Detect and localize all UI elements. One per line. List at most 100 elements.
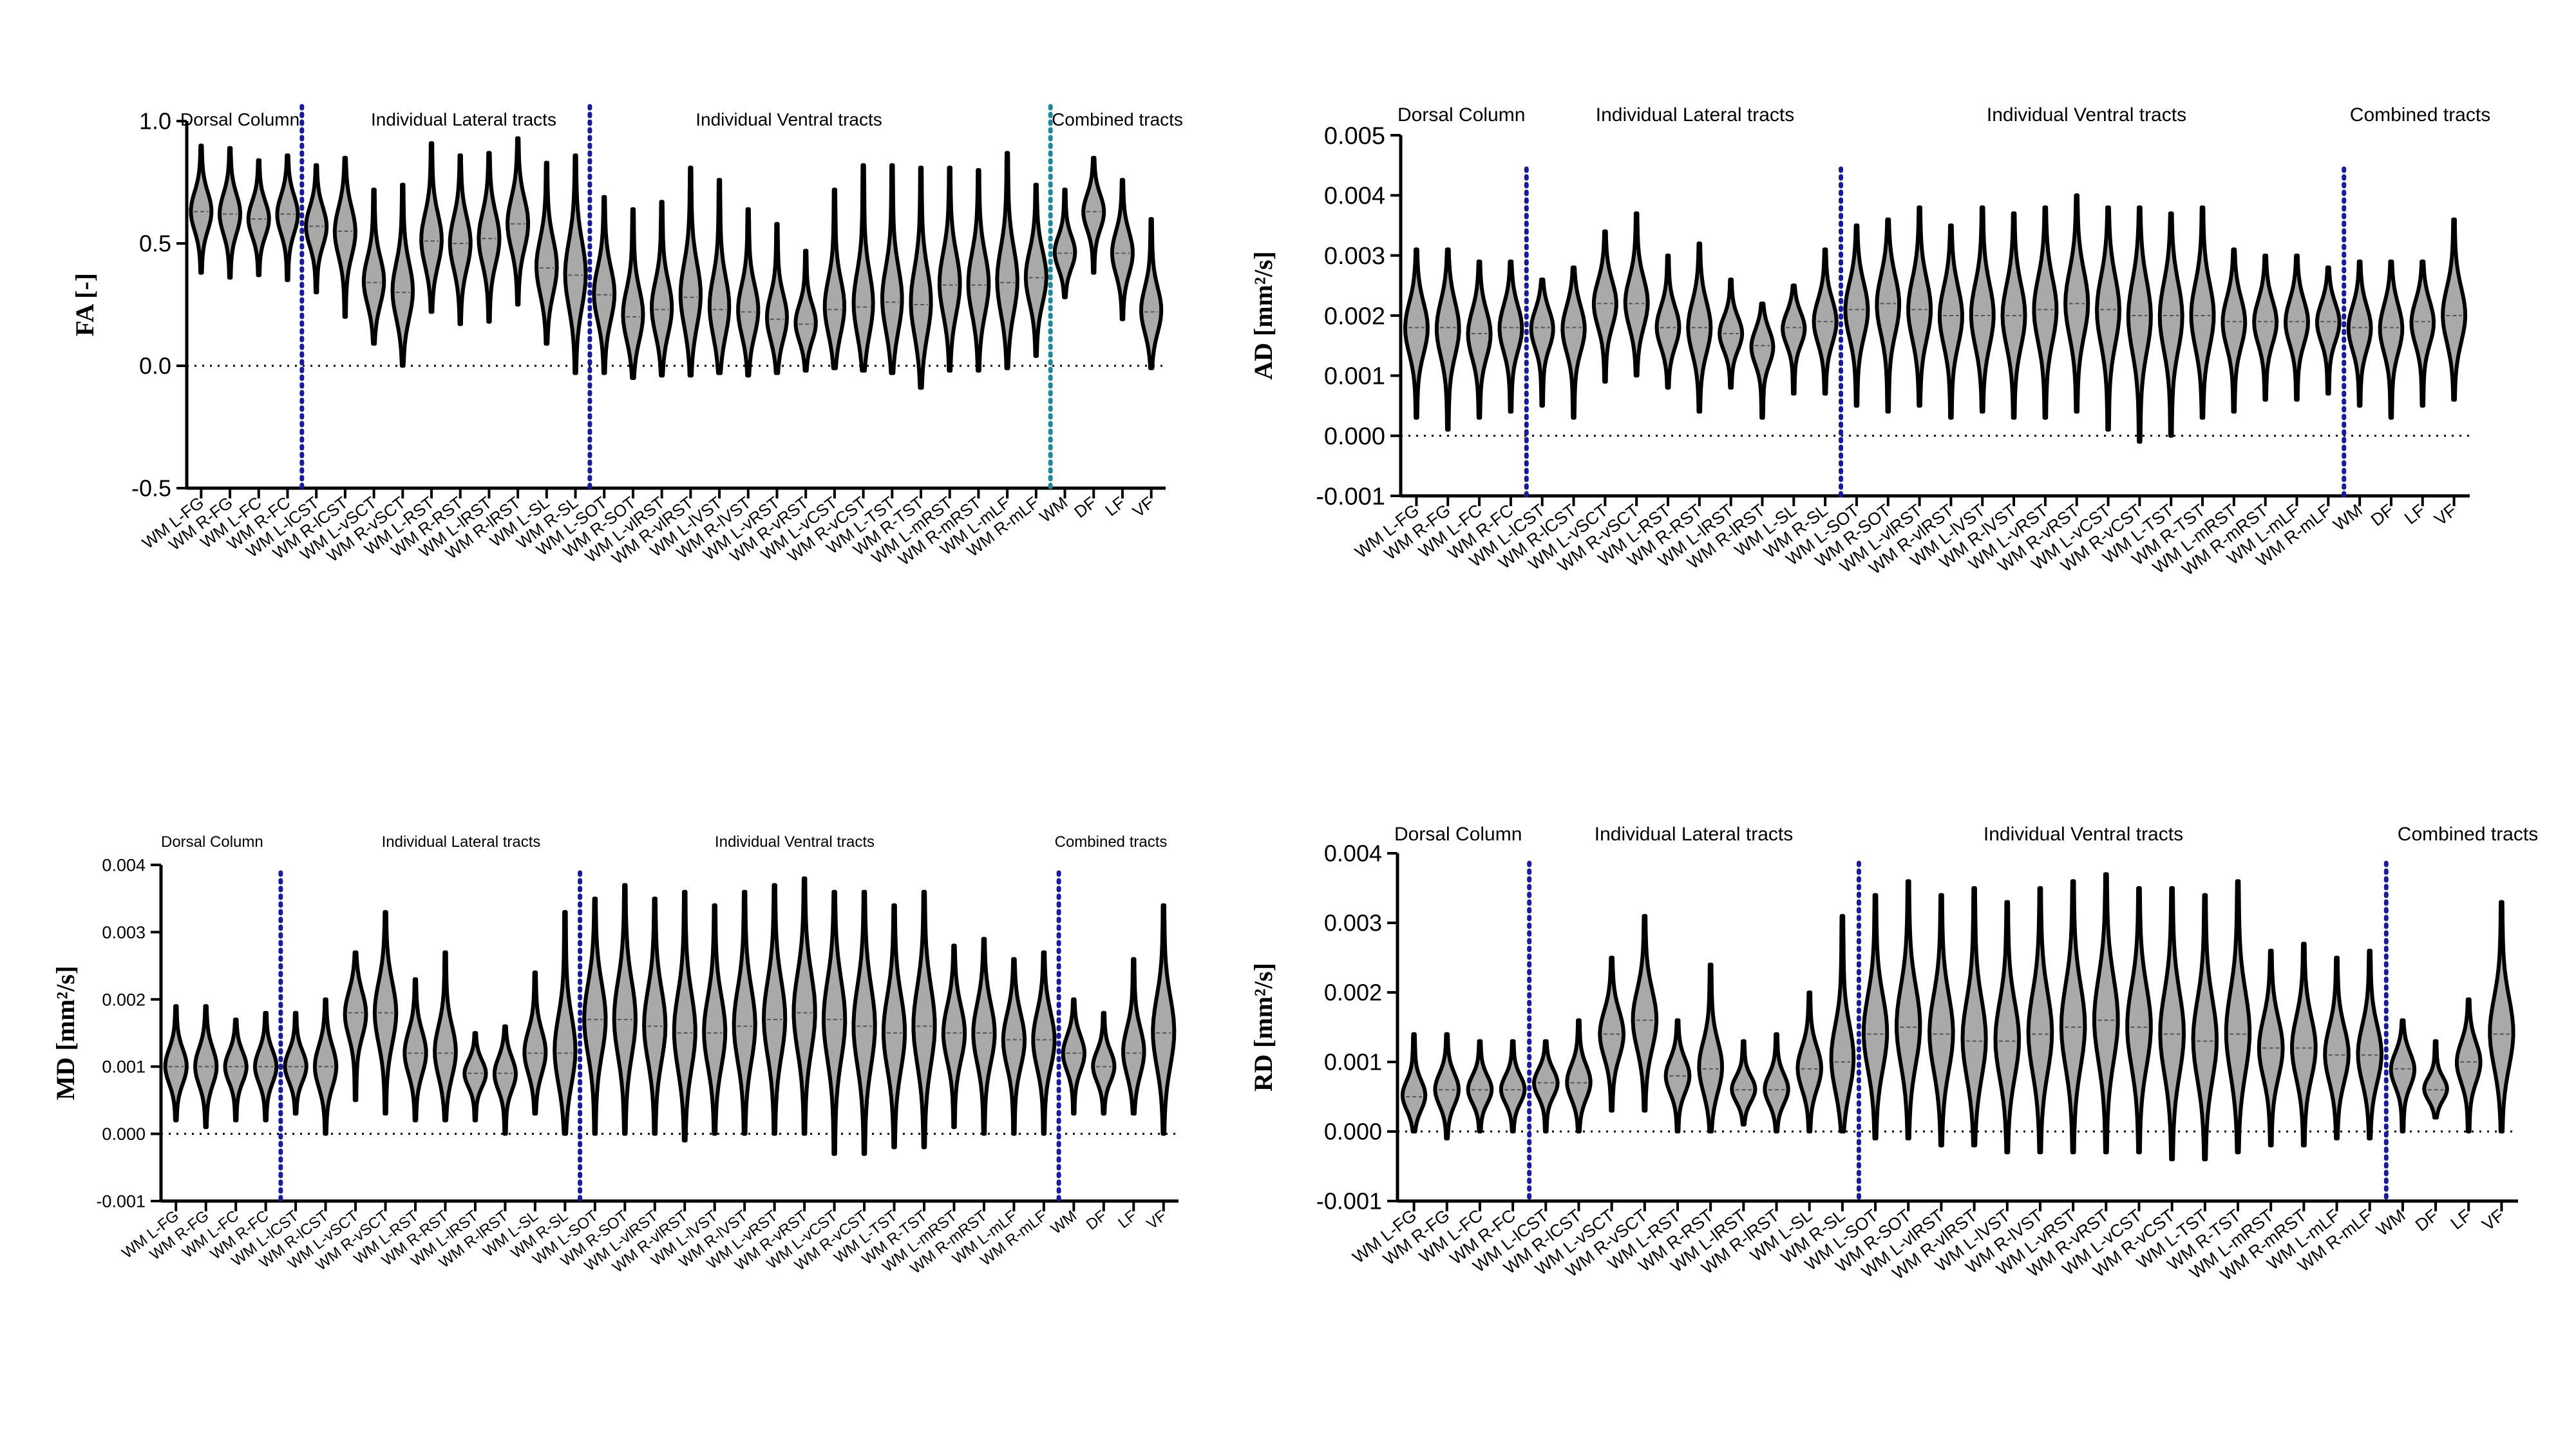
group-title: Dorsal Column — [161, 833, 263, 851]
y-tick-label: 0.0 — [139, 353, 171, 379]
violin — [1403, 247, 1430, 420]
x-category-label: VF — [1144, 1207, 1170, 1233]
group-title: Dorsal Column — [1397, 104, 1525, 126]
y-tick-label: 0.000 — [1324, 1119, 1382, 1145]
violin — [1623, 211, 1650, 378]
y-tick-label: 0.001 — [1324, 363, 1385, 390]
y-tick-label: 0.004 — [1324, 183, 1385, 210]
violin — [2356, 949, 2383, 1141]
violin — [304, 163, 329, 294]
violin — [2441, 217, 2468, 402]
violin — [1497, 260, 1524, 414]
violin — [911, 889, 937, 1150]
y-axis-label: FA [-] — [70, 273, 99, 336]
violin — [1937, 223, 1964, 420]
violin — [522, 971, 548, 1116]
violin — [2422, 1039, 2449, 1120]
x-category-label: LF — [1101, 493, 1128, 520]
violin — [1969, 205, 1996, 414]
violin — [736, 207, 761, 378]
y-tick-label: 0.003 — [1324, 243, 1385, 270]
violin — [791, 876, 817, 1136]
violin — [462, 1031, 488, 1122]
violin — [1061, 997, 1086, 1116]
violin — [1654, 253, 1681, 390]
y-tick-label: 0.001 — [102, 1057, 146, 1077]
violin — [2158, 886, 2186, 1162]
violin — [582, 896, 608, 1136]
group-title: Individual Lateral tracts — [382, 833, 541, 851]
violin — [1529, 278, 1555, 408]
chart-rd: -0.001 0.000 0.001 0.002 0.003 0.004 RD [mm²/s… — [1249, 824, 2538, 1285]
violin — [1906, 205, 1933, 408]
violin — [1110, 178, 1135, 321]
y-tick-label: 1.0 — [139, 108, 171, 135]
y-tick-label: 0.004 — [1324, 840, 1382, 867]
violin — [2284, 253, 2310, 402]
x-category-label: WM — [1048, 1207, 1080, 1238]
violin — [343, 950, 368, 1103]
violin — [707, 178, 732, 375]
violin — [492, 1024, 518, 1136]
group-title: Combined tracts — [1052, 109, 1183, 129]
violin — [2488, 900, 2515, 1133]
violin — [1023, 182, 1048, 358]
violin — [937, 166, 962, 373]
violin — [592, 194, 617, 375]
violin — [2409, 260, 2436, 408]
violin — [1875, 217, 1902, 414]
violin — [650, 200, 674, 378]
y-tick-label: 0.002 — [1324, 303, 1385, 330]
group-title: Individual Lateral tracts — [1596, 104, 1795, 126]
violin — [678, 166, 703, 378]
x-category-label: LF — [2447, 1206, 2475, 1233]
x-category-label: DF — [2367, 500, 2398, 530]
violin — [419, 141, 444, 314]
violin — [621, 207, 645, 380]
violin — [1151, 903, 1177, 1136]
x-category-label: DF — [1083, 1207, 1110, 1233]
group-title: Combined tracts — [2350, 104, 2490, 126]
violin — [1763, 1032, 1790, 1133]
y-tick-label: 0.000 — [102, 1124, 146, 1144]
violin — [1560, 265, 1587, 420]
chart-fa: -0.5 0.0 0.5 1.0 FA [-] Dorsal Column Individu… — [70, 104, 1183, 569]
violin — [2290, 942, 2318, 1148]
violin — [1121, 957, 1146, 1116]
violin — [642, 896, 668, 1136]
y-tick-label: -0.001 — [1316, 1188, 1382, 1215]
x-category-label: VF — [2431, 500, 2461, 529]
violin — [2026, 886, 2054, 1155]
violin — [1433, 1032, 1461, 1141]
violin — [1081, 156, 1106, 275]
y-tick-label: 0.004 — [102, 855, 146, 875]
violin — [275, 153, 300, 282]
y-tick-label: 0.003 — [1324, 910, 1382, 936]
y-tick-label: 0.002 — [1324, 980, 1382, 1006]
violin — [2189, 205, 2216, 420]
violin — [2126, 205, 2153, 444]
violin — [2125, 886, 2153, 1155]
violin — [223, 1018, 249, 1122]
violin — [2095, 205, 2121, 432]
violin — [332, 156, 357, 319]
violin — [793, 249, 818, 373]
group-title: Individual Lateral tracts — [1595, 824, 1794, 845]
violin — [1749, 301, 1776, 420]
x-category-label: LF — [1115, 1207, 1140, 1232]
group-title: Combined tracts — [2398, 824, 2538, 845]
violin — [163, 1004, 189, 1122]
violin — [189, 144, 214, 275]
group-title: Combined tracts — [1055, 833, 1168, 851]
violin — [448, 153, 473, 327]
y-tick-label: -0.001 — [1316, 483, 1385, 510]
group-title: Individual Ventral tracts — [1987, 104, 2186, 126]
y-axis-label: MD [mm²/s] — [51, 966, 80, 1101]
violin — [1843, 223, 1870, 408]
violin — [1781, 283, 1807, 396]
violin — [402, 977, 428, 1122]
y-tick-label: 0.5 — [139, 231, 171, 257]
violin — [2346, 260, 2373, 408]
violin — [1531, 1039, 1560, 1133]
